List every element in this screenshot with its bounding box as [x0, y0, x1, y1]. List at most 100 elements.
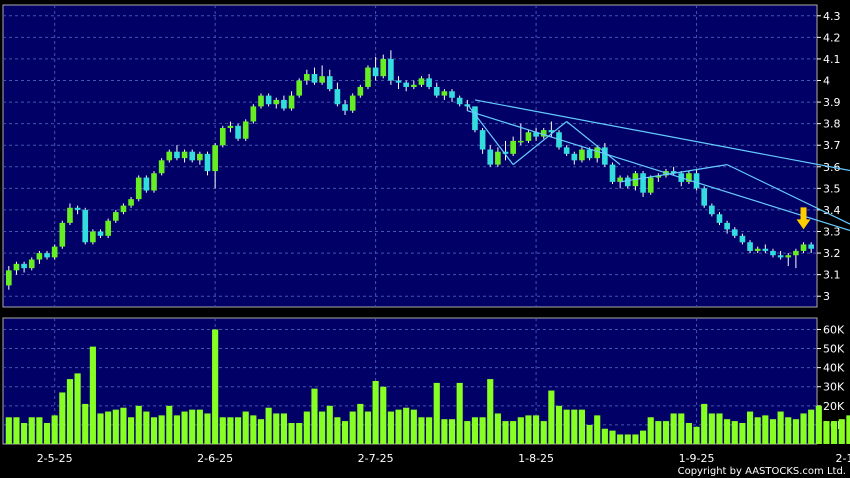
candle-body	[21, 263, 27, 269]
candle-body	[242, 121, 249, 139]
price-tick-label: 4	[823, 75, 830, 88]
candle-up	[250, 104, 257, 124]
candle-up	[6, 266, 12, 290]
candle-body	[510, 140, 516, 154]
volume-bar	[212, 329, 219, 444]
volume-bar	[66, 379, 74, 444]
volume-bar	[288, 423, 295, 444]
candle-down	[342, 99, 348, 116]
candle-up	[365, 65, 371, 90]
candle-down	[777, 250, 784, 260]
candle-down	[770, 248, 776, 258]
copyright-text: Copyright by AASTOCKS.com Ltd.	[678, 466, 846, 477]
candle-body	[334, 89, 341, 105]
candle-down	[44, 250, 50, 260]
volume-bars	[5, 329, 850, 444]
date-tick-label: 1-9-25	[679, 452, 715, 465]
candle-body	[105, 220, 111, 236]
candle-body	[686, 173, 692, 182]
candle-body	[441, 91, 448, 96]
volume-bar	[586, 424, 593, 444]
candle-up	[28, 257, 35, 271]
candle-body	[624, 177, 631, 187]
candle-body	[670, 171, 677, 174]
candle-body	[388, 58, 394, 81]
volume-bar	[639, 430, 647, 444]
volume-bar	[647, 417, 654, 444]
candle-body	[701, 188, 708, 206]
candle-body	[640, 173, 646, 193]
candle-body	[762, 248, 769, 251]
volume-bar	[846, 415, 850, 444]
price-tick-label: 3	[823, 290, 830, 303]
candle-body	[709, 205, 715, 215]
volume-bar	[280, 413, 287, 444]
volume-bar	[51, 415, 58, 444]
candle-up	[525, 130, 532, 144]
candle-down	[724, 220, 730, 234]
candle-body	[158, 160, 165, 174]
candle-body	[13, 263, 20, 271]
volume-bar	[533, 415, 540, 444]
candle-down	[472, 106, 478, 133]
volume-bar	[380, 386, 387, 444]
volume-bar	[808, 409, 815, 444]
volume-bar	[403, 407, 410, 444]
candle-down	[693, 168, 700, 191]
candle-body	[265, 95, 272, 105]
volume-bar	[578, 409, 586, 444]
candle-down	[533, 127, 539, 141]
volume-bar	[265, 407, 272, 444]
candle-up	[36, 250, 43, 264]
candle-up	[304, 69, 310, 85]
volume-bar	[540, 421, 547, 444]
volume-bar	[594, 415, 601, 444]
volume-bar	[433, 382, 440, 444]
volume-bar	[13, 417, 20, 444]
candle-up	[158, 158, 165, 176]
candle-up	[754, 246, 761, 254]
volume-bar	[777, 411, 784, 444]
volume-bar	[364, 411, 372, 444]
volume-bar	[685, 423, 692, 444]
candle-body	[227, 125, 234, 128]
candle-body	[304, 74, 310, 81]
volume-bar	[632, 434, 639, 444]
candle-body	[747, 242, 753, 251]
volume-tick-label: 30K	[823, 381, 845, 394]
candlesticks	[6, 50, 814, 290]
volume-bar	[601, 428, 608, 444]
volume-bar	[831, 421, 838, 444]
price-tick-label: 3.2	[823, 247, 841, 260]
candle-up	[67, 203, 73, 226]
volume-bar	[410, 409, 417, 444]
candle-body	[502, 151, 509, 154]
volume-bar	[227, 417, 234, 444]
candle-up	[793, 248, 799, 269]
trend-line	[474, 99, 850, 172]
candle-body	[571, 153, 578, 161]
date-tick-label: 2-7-25	[358, 452, 394, 465]
price-tick-label: 3.8	[823, 118, 841, 131]
volume-bar	[158, 415, 165, 444]
candle-down	[808, 242, 814, 254]
candle-body	[74, 207, 81, 210]
candle-body	[189, 151, 196, 161]
volume-bar	[678, 413, 685, 444]
candle-body	[28, 259, 35, 269]
candle-up	[51, 244, 58, 260]
candle-down	[433, 82, 440, 98]
candle-body	[51, 246, 58, 258]
candle-body	[617, 177, 623, 182]
candle-up	[273, 97, 280, 109]
candle-body	[342, 104, 348, 111]
volume-bar	[708, 413, 715, 444]
candle-up	[441, 89, 448, 100]
candle-down	[624, 175, 631, 189]
candle-up	[686, 171, 692, 185]
candle-up	[380, 54, 387, 79]
candle-up	[13, 261, 20, 275]
candle-body	[793, 250, 799, 256]
volume-bar	[135, 405, 142, 444]
